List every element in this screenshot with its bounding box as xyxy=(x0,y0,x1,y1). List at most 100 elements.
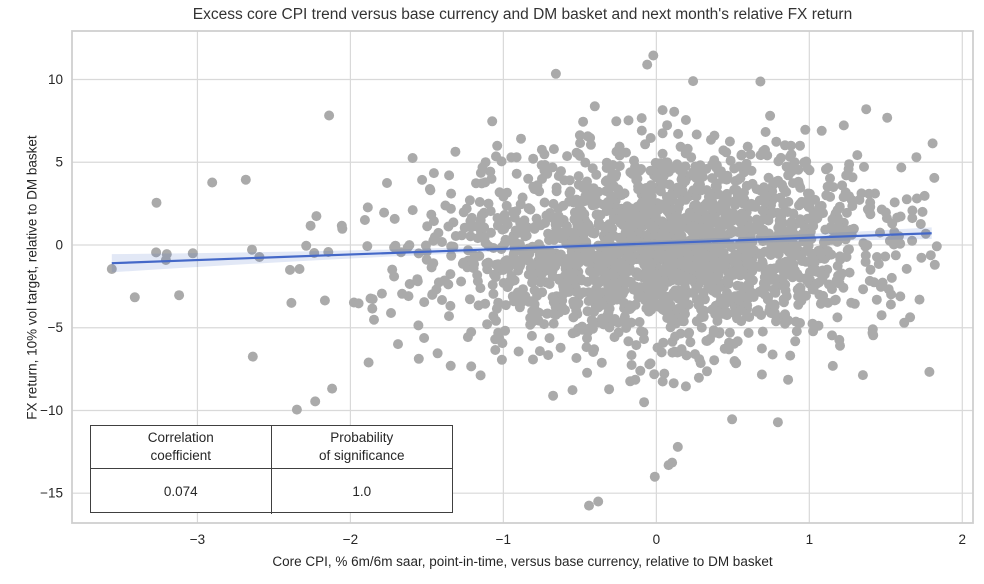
scatter-point xyxy=(730,358,741,369)
scatter-point xyxy=(444,311,454,322)
scatter-point xyxy=(827,360,838,371)
scatter-point xyxy=(531,213,542,224)
scatter-point xyxy=(708,243,719,254)
scatter-point xyxy=(721,275,732,286)
scatter-point xyxy=(872,252,882,262)
stats-header-probability: Probability of significance xyxy=(271,426,452,469)
scatter-point xyxy=(724,327,735,338)
scatter-point xyxy=(492,140,503,151)
scatter-point xyxy=(412,274,423,285)
scatter-point xyxy=(929,172,940,183)
scatter-point xyxy=(827,330,837,341)
scatter-point xyxy=(685,337,696,348)
scatter-point xyxy=(691,129,702,140)
scatter-point xyxy=(793,164,804,175)
scatter-point xyxy=(485,166,496,177)
scatter-point xyxy=(432,348,443,359)
scatter-point xyxy=(747,224,758,234)
scatter-point xyxy=(801,273,812,284)
scatter-point xyxy=(496,354,507,365)
scatter-point xyxy=(668,378,679,389)
scatter-point xyxy=(838,120,849,131)
scatter-point xyxy=(598,265,609,276)
scatter-point xyxy=(657,216,668,227)
scatter-point xyxy=(534,346,545,357)
scatter-point xyxy=(551,186,562,197)
scatter-point xyxy=(639,397,650,408)
scatter-point xyxy=(464,294,475,305)
scatter-point xyxy=(841,226,852,237)
scatter-point xyxy=(587,323,598,334)
scatter-point xyxy=(636,198,647,209)
scatter-point xyxy=(427,289,438,300)
scatter-point xyxy=(541,210,552,221)
scatter-point xyxy=(592,209,603,220)
scatter-point xyxy=(760,127,771,137)
scatter-point xyxy=(735,305,746,316)
scatter-point xyxy=(871,294,882,305)
scatter-point xyxy=(858,238,869,249)
scatter-point xyxy=(793,299,804,310)
scatter-point xyxy=(627,233,638,244)
scatter-point xyxy=(641,183,652,193)
scatter-point xyxy=(859,161,869,172)
y-tick-label: −10 xyxy=(40,403,63,418)
scatter-point xyxy=(919,190,930,201)
scatter-point xyxy=(823,162,833,173)
scatter-point xyxy=(788,208,799,219)
scatter-point xyxy=(445,300,456,311)
scatter-point xyxy=(729,209,739,219)
scatter-point xyxy=(516,133,526,144)
scatter-point xyxy=(896,162,907,173)
scatter-point xyxy=(673,128,684,139)
scatter-point xyxy=(649,223,660,234)
scatter-point-notable xyxy=(914,294,925,305)
scatter-point xyxy=(736,243,747,254)
scatter-point xyxy=(726,253,736,264)
scatter-point xyxy=(601,163,612,173)
scatter-point xyxy=(491,151,501,162)
scatter-point xyxy=(548,144,559,155)
scatter-point xyxy=(633,184,644,195)
scatter-point xyxy=(691,252,702,263)
scatter-point xyxy=(639,334,649,345)
scatter-point-notable xyxy=(151,247,162,258)
scatter-point xyxy=(781,161,792,172)
scatter-point xyxy=(482,319,493,330)
scatter-point xyxy=(916,252,927,263)
scatter-point xyxy=(522,222,533,233)
scatter-point xyxy=(528,274,539,285)
scatter-point xyxy=(428,216,439,227)
scatter-point xyxy=(509,212,520,223)
scatter-point xyxy=(809,257,820,268)
scatter-point xyxy=(419,297,430,308)
scatter-point xyxy=(841,252,852,262)
scatter-point xyxy=(763,292,774,303)
scatter-point xyxy=(759,189,770,200)
scatter-point xyxy=(490,259,501,270)
scatter-point xyxy=(742,141,753,152)
scatter-point xyxy=(810,194,821,205)
scatter-point xyxy=(471,221,482,232)
scatter-point xyxy=(301,240,312,251)
scatter-point xyxy=(633,270,644,281)
scatter-point xyxy=(890,250,901,261)
scatter-point xyxy=(646,266,656,277)
scatter-point xyxy=(803,240,814,251)
scatter-point xyxy=(483,257,494,268)
scatter-point xyxy=(629,155,639,166)
scatter-point xyxy=(643,245,654,256)
scatter-point xyxy=(683,299,694,310)
scatter-point-notable xyxy=(663,460,674,471)
scatter-point xyxy=(725,155,736,166)
scatter-point xyxy=(882,112,893,123)
scatter-point xyxy=(783,169,794,180)
scatter-point xyxy=(705,201,716,212)
scatter-point xyxy=(659,178,670,189)
scatter-point-notable xyxy=(649,471,660,482)
scatter-point xyxy=(151,197,162,208)
scatter-point xyxy=(738,198,749,209)
x-tick-label: −1 xyxy=(496,532,511,547)
scatter-point xyxy=(636,113,647,124)
